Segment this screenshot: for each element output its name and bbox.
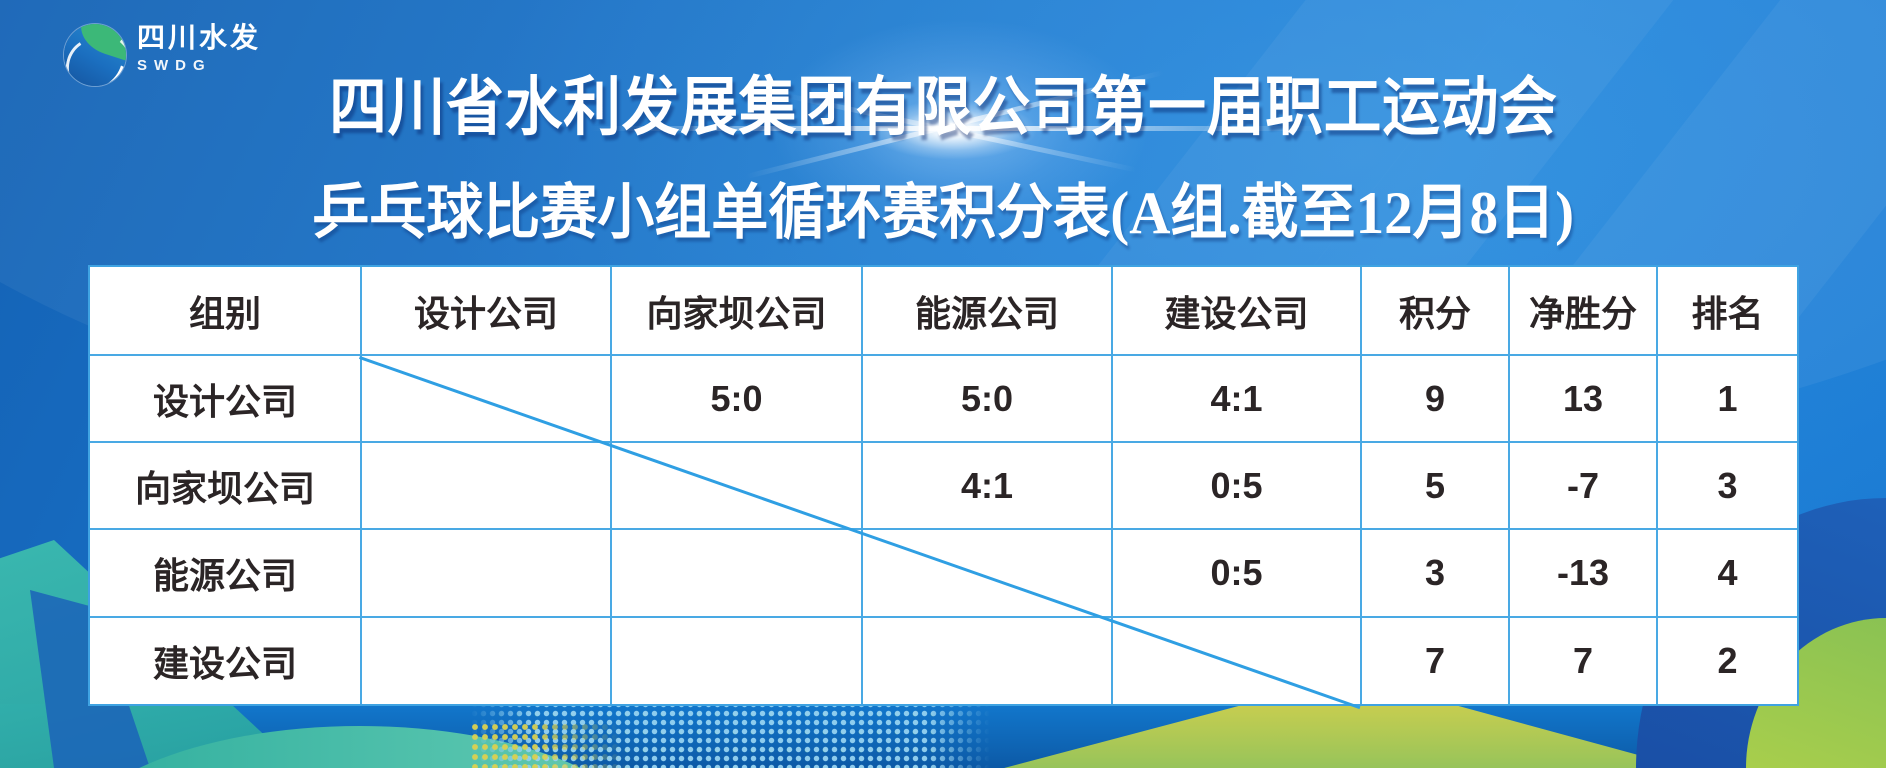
rank-cell: 1 [1658, 356, 1797, 443]
team-name-cell: 能源公司 [90, 530, 362, 618]
team-name-cell: 向家坝公司 [90, 443, 362, 530]
self-match-cell [612, 443, 863, 530]
rank-cell: 3 [1658, 443, 1797, 530]
logo-abbr: SWDG [137, 57, 212, 74]
score-cell: 4:1 [863, 443, 1113, 530]
main-title-text: 四川省水利发展集团有限公司第一届职工运动会 [328, 71, 1558, 143]
subtitle: 乒乓球比赛小组单循环赛积分表(A组.截至12月8日) [0, 164, 1886, 251]
rank-cell: 2 [1717, 640, 1738, 681]
score-cell [863, 618, 1113, 704]
goal-diff-cell: 7 [1510, 618, 1658, 704]
score-cell: 0:5 [1113, 530, 1362, 618]
lens-flare-core [868, 100, 1038, 160]
points-cell: 9 [1362, 356, 1510, 443]
score-cell [362, 443, 612, 530]
main-title: 四川省水利发展集团有限公司第一届职工运动会 [0, 56, 1886, 148]
score-cell: 5:0 [863, 356, 1113, 443]
self-match-cell [1113, 618, 1362, 704]
goal-diff-cell: 13 [1510, 356, 1658, 443]
score-cell [612, 530, 863, 618]
halftone-dots-yellow [470, 722, 670, 768]
column-header: 向家坝公司 [612, 267, 863, 356]
column-header: 建设公司 [1113, 267, 1362, 356]
standings-table: 组别 设计公司 向家坝公司 能源公司 建设公司 积分 净胜分 排名 设计公司 5… [88, 265, 1799, 710]
score-cell [362, 618, 612, 704]
column-header: 积分 [1362, 267, 1510, 356]
score-cell [612, 618, 863, 704]
column-header: 设计公司 [362, 267, 612, 356]
logo-text-block: 四川水发 SWDG [137, 22, 262, 74]
points-cell: 3 [1362, 530, 1510, 618]
rank-cell: 4 [1658, 530, 1797, 618]
goal-diff-cell: -13 [1510, 530, 1658, 618]
column-header: 排名 [1658, 267, 1797, 356]
score-cell: 0:5 [1113, 443, 1362, 530]
score-cell: 5:0 [612, 356, 863, 443]
self-match-cell [362, 356, 612, 443]
column-header: 能源公司 [863, 267, 1113, 356]
subtitle-text: 乒乓球比赛小组单循环赛积分表(A组.截至12月8日) [312, 180, 1574, 246]
column-header: 组别 [90, 267, 362, 356]
team-name-cell: 设计公司 [90, 356, 362, 443]
logo-company-name: 四川水发 [137, 22, 262, 53]
score-cell: 4:1 [1113, 356, 1362, 443]
score-cell [362, 530, 612, 618]
company-logo: 四川水发 SWDG [64, 24, 261, 86]
goal-diff-cell: -7 [1510, 443, 1658, 530]
self-match-cell [863, 530, 1113, 618]
water-drop-logo-icon [64, 24, 126, 86]
team-name-cell: 建设公司 [90, 618, 362, 704]
points-cell: 7 [1362, 618, 1510, 704]
points-cell: 5 [1362, 443, 1510, 530]
column-header: 净胜分 [1510, 267, 1658, 356]
